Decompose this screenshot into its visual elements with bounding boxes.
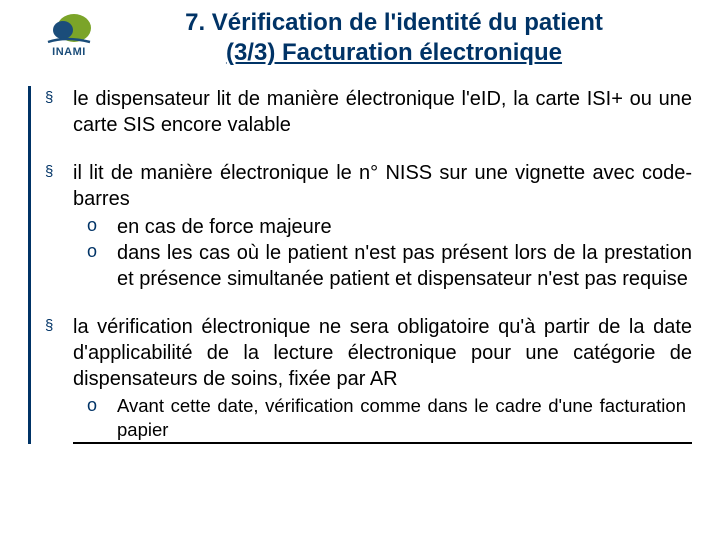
bullet-2-sub-2: dans les cas où le patient n'est pas pré…: [117, 240, 692, 292]
bullet-3-sub-1: Avant cette date, vérification comme dan…: [117, 394, 692, 442]
sub-item: o dans les cas où le patient n'est pas p…: [73, 240, 692, 292]
bullet-marker-icon: §: [45, 86, 61, 138]
sub-item: o Avant cette date, vérification comme d…: [73, 394, 692, 444]
bullet-3: § la vérification électronique ne sera o…: [45, 314, 692, 444]
title-line-2: (3/3) Facturation électronique: [106, 38, 682, 68]
logo-icon: [46, 12, 92, 48]
bullet-marker-icon: §: [45, 160, 61, 292]
title-line-1: 7. Vérification de l'identité du patient: [185, 9, 603, 36]
slide: INAMI 7. Vérification de l'identité du p…: [0, 0, 720, 540]
bullet-3-body: la vérification électronique ne sera obl…: [73, 314, 692, 444]
bullet-2-sublist: o en cas de force majeure o dans les cas…: [73, 214, 692, 292]
logo-label: INAMI: [52, 46, 86, 58]
bullet-2-intro: il lit de manière électronique le n° NIS…: [73, 162, 692, 210]
bullet-3-text: la vérification électronique ne sera obl…: [73, 316, 692, 390]
bullet-1: § le dispensateur lit de manière électro…: [45, 86, 692, 138]
inami-logo: INAMI: [46, 12, 92, 58]
bullet-2: § il lit de manière électronique le n° N…: [45, 160, 692, 292]
bullet-2-sub-1: en cas de force majeure: [117, 214, 692, 240]
bullet-marker-icon: §: [45, 314, 61, 444]
circle-marker-icon: o: [87, 214, 105, 240]
slide-title: 7. Vérification de l'identité du patient…: [106, 8, 692, 68]
content-area: § le dispensateur lit de manière électro…: [28, 86, 692, 444]
bullet-3-sublist: o Avant cette date, vérification comme d…: [73, 394, 692, 444]
sub-item: o en cas de force majeure: [73, 214, 692, 240]
circle-marker-icon: o: [87, 394, 105, 442]
bullet-1-text: le dispensateur lit de manière électroni…: [73, 86, 692, 138]
bullet-2-body: il lit de manière électronique le n° NIS…: [73, 160, 692, 292]
circle-marker-icon: o: [87, 240, 105, 292]
header: INAMI 7. Vérification de l'identité du p…: [46, 8, 692, 68]
